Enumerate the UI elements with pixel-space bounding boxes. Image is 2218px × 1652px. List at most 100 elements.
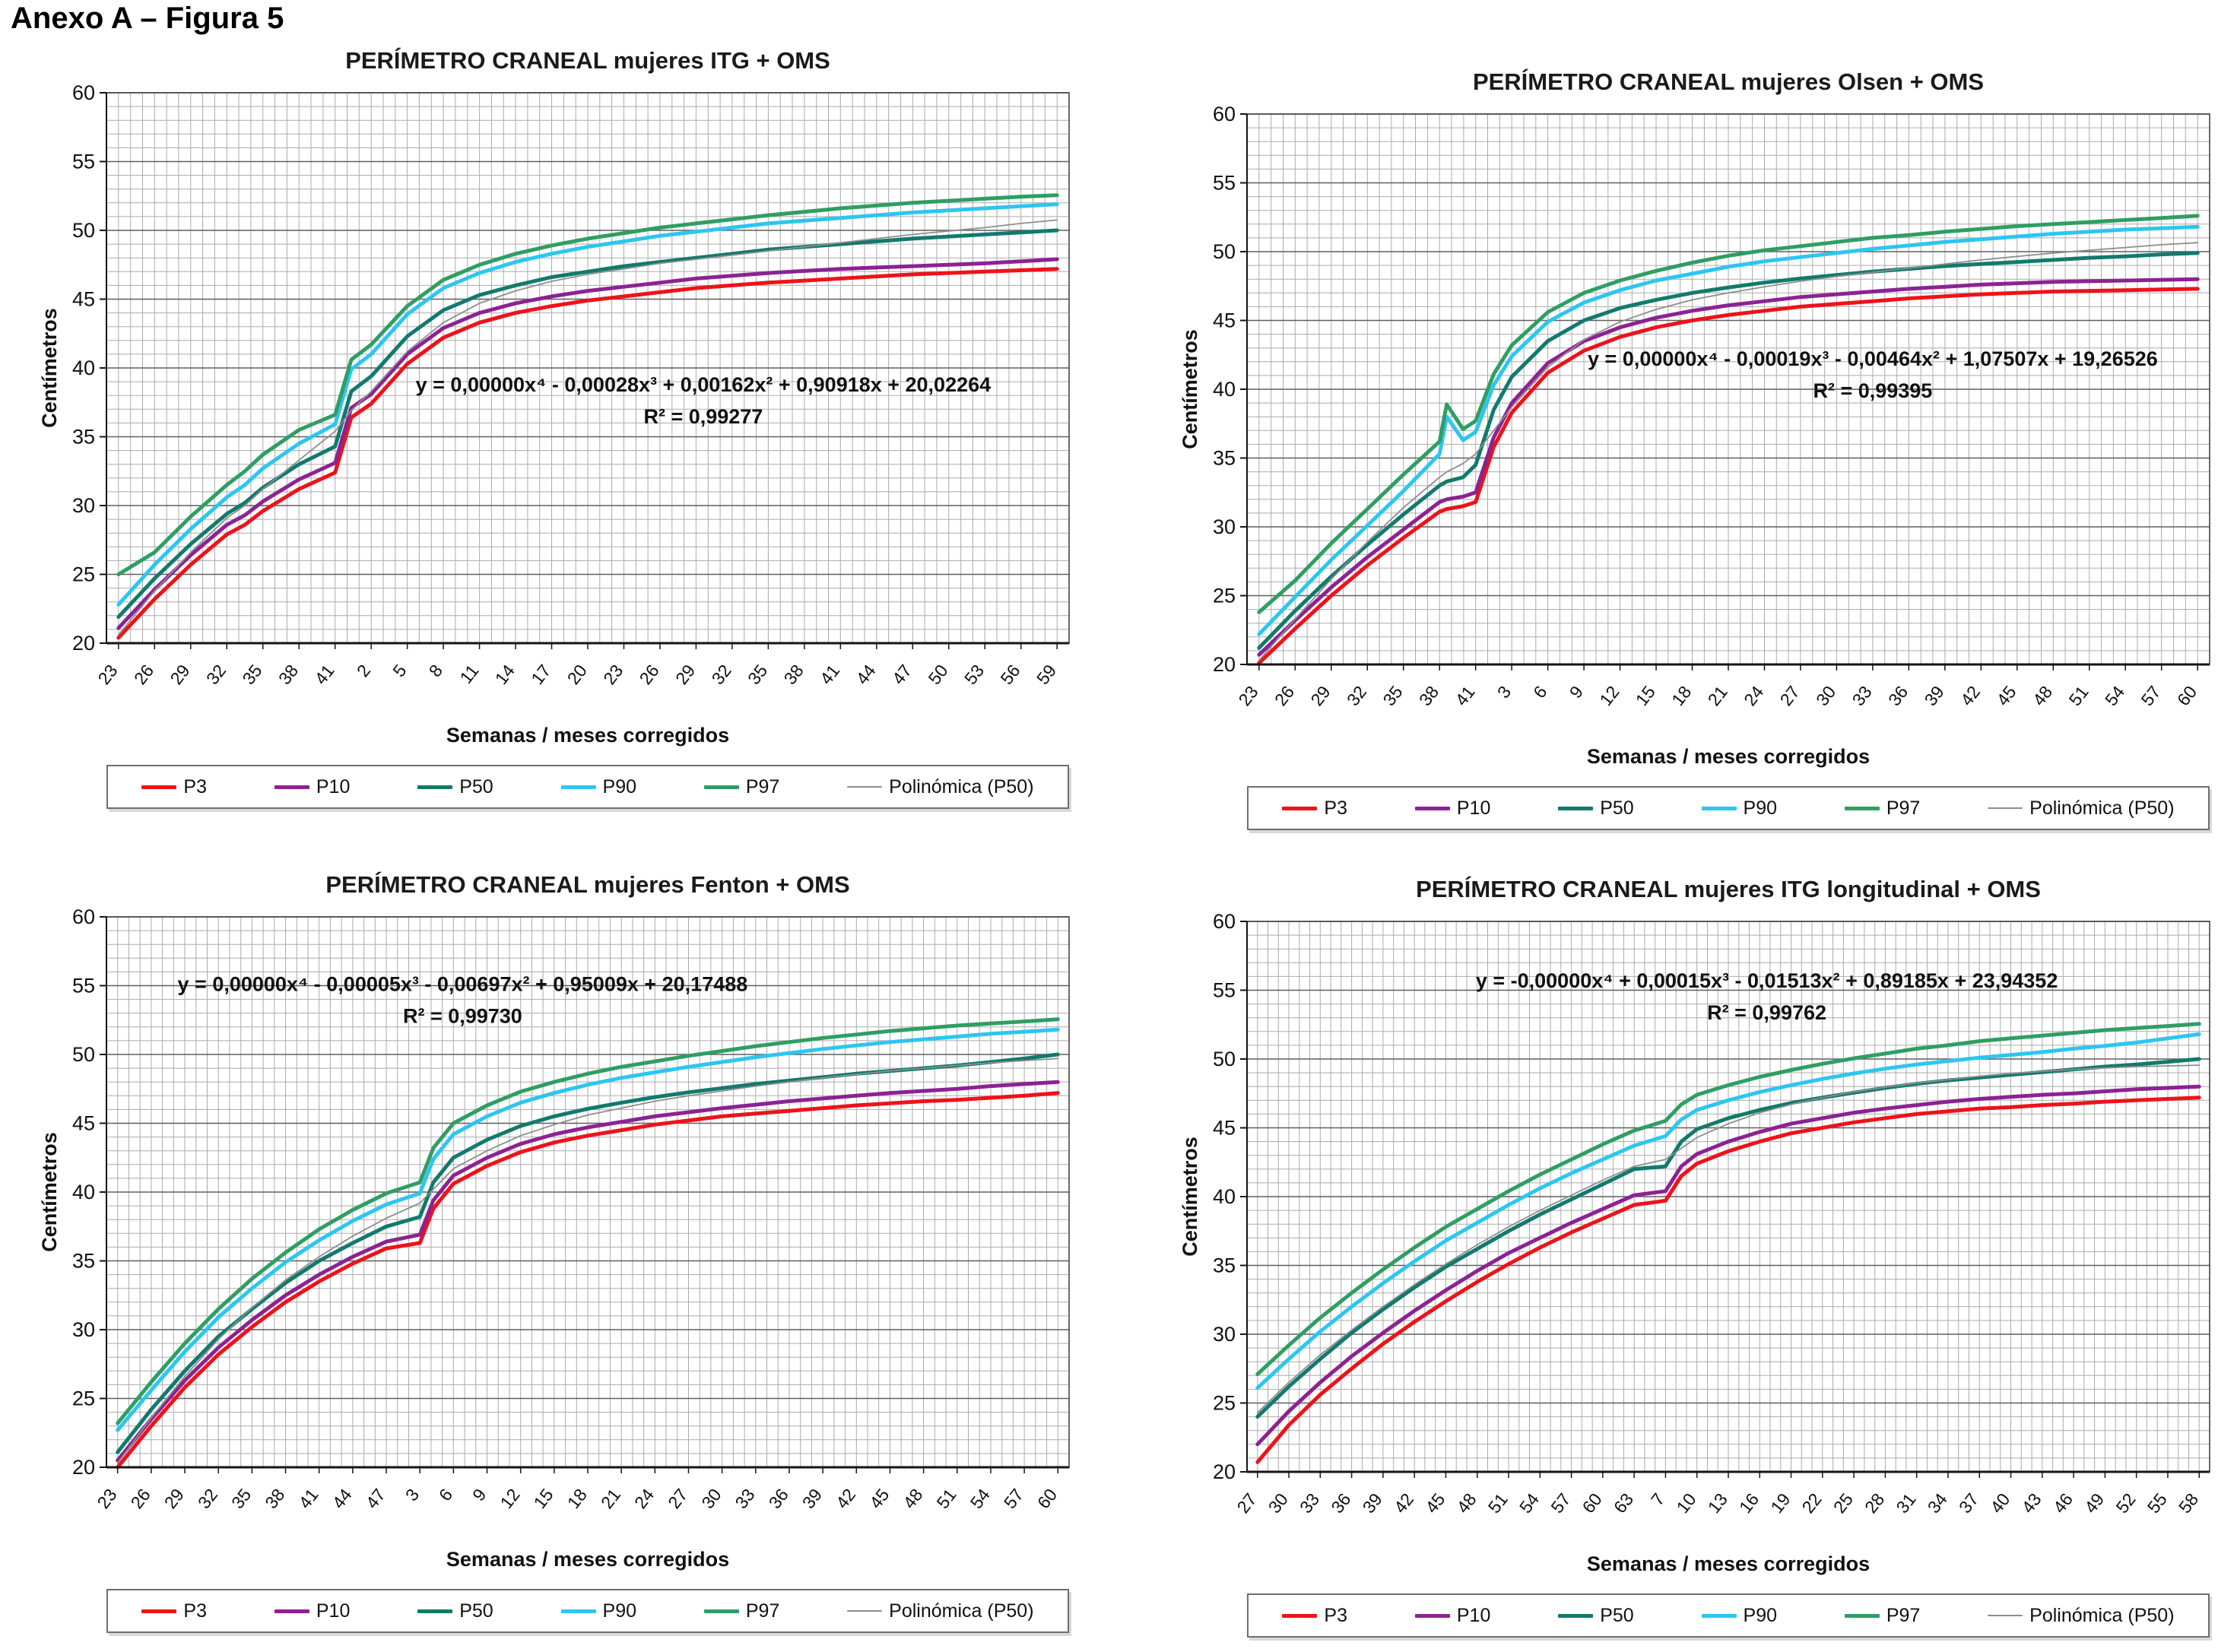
svg-text:48: 48 [899,1485,926,1512]
svg-text:23: 23 [94,661,121,688]
svg-text:36: 36 [765,1485,792,1512]
svg-text:3: 3 [1493,682,1515,702]
r-squared-annotation: R² = 0,99730 [403,1005,522,1028]
svg-text:51: 51 [1484,1489,1512,1517]
svg-text:6: 6 [1529,682,1550,702]
y-tick-labels: 20 25 30 35 40 45 50 55 60 [1213,103,1247,676]
svg-text:28: 28 [1861,1489,1888,1517]
legend-swatch-p10 [1414,1613,1450,1618]
svg-text:45: 45 [72,1112,95,1135]
legend-item-p90: P90 [1701,797,1777,820]
svg-text:50: 50 [72,219,95,242]
page-heading: Anexo A – Figura 5 [11,2,284,35]
x-axis-title: Semanas / meses corregidos [1587,745,1870,768]
svg-text:54: 54 [966,1485,994,1512]
svg-text:32: 32 [202,661,230,688]
series-line-p3 [116,1091,1060,1469]
legend-item-p10: P10 [1414,797,1490,820]
svg-text:50: 50 [1213,240,1236,263]
gridlines [106,92,1070,644]
svg-text:18: 18 [1667,682,1695,709]
svg-text:25: 25 [72,563,95,586]
legend-item-p3: P3 [141,776,207,798]
svg-text:47: 47 [888,661,915,688]
svg-text:41: 41 [1451,682,1478,709]
equation-annotation: y = 0,00000x⁴ - 0,00028x³ + 0,00162x² + … [416,373,992,396]
legend-label-p3: P3 [1324,797,1348,819]
y-axis-title: Centímetros [38,308,61,428]
svg-text:29: 29 [671,661,699,688]
svg-text:40: 40 [72,357,95,379]
y-tick-labels: 20 25 30 35 40 45 50 55 60 [72,82,106,655]
svg-text:35: 35 [238,661,265,688]
y-axis-title: Centímetros [1179,329,1201,449]
svg-text:30: 30 [1213,1323,1236,1346]
svg-text:30: 30 [1812,682,1839,709]
equation-annotation: y = 0,00000x⁴ - 0,00005x³ - 0,00697x² + … [178,973,748,996]
svg-text:23: 23 [93,1485,120,1512]
svg-text:20: 20 [72,1456,95,1479]
svg-text:20: 20 [1213,653,1236,676]
svg-text:21: 21 [597,1485,624,1512]
svg-text:27: 27 [1233,1489,1260,1517]
svg-text:25: 25 [1213,585,1236,607]
legend-item-polin-mica-p50: Polinómica (P50) [847,776,1034,798]
svg-text:15: 15 [1632,682,1659,709]
series-line-p50 [1257,251,2200,650]
svg-text:45: 45 [1992,682,2020,709]
svg-text:26: 26 [130,661,157,688]
svg-text:40: 40 [1213,378,1236,401]
chart-panel-itg-longitudinal: PERÍMETRO CRANEAL mujeres ITG longitudin… [1177,876,2218,1638]
legend-label-polin-mica-p50: Polinómica (P50) [889,1600,1034,1622]
svg-text:34: 34 [1924,1489,1951,1517]
legend-swatch-p97 [1844,1613,1880,1618]
legend-label-p50: P50 [459,775,493,797]
svg-text:54: 54 [1515,1489,1543,1517]
svg-text:60: 60 [2173,682,2201,709]
svg-text:35: 35 [1213,1254,1236,1277]
legend-swatch-p97 [703,1609,739,1613]
chart-title-olsen: PERÍMETRO CRANEAL mujeres Olsen + OMS [1472,68,1985,95]
r-squared-annotation: R² = 0,99277 [643,405,763,428]
legend-item-p97: P97 [703,776,779,798]
svg-text:35: 35 [744,661,771,688]
svg-text:19: 19 [1766,1489,1794,1517]
svg-text:33: 33 [1848,682,1876,709]
svg-text:41: 41 [816,661,843,688]
x-axis-title: Semanas / meses corregidos [446,724,729,747]
svg-text:38: 38 [1415,682,1442,709]
svg-text:50: 50 [924,661,951,688]
legend-item-polin-mica-p50: Polinómica (P50) [1988,1605,2175,1627]
svg-text:20: 20 [72,632,95,655]
svg-text:40: 40 [72,1181,95,1203]
series-line-p90 [1255,1032,2201,1390]
svg-text:55: 55 [72,151,95,173]
equation-annotation: y = 0,00000x⁴ - 0,00019x³ - 0,00464x² + … [1588,347,2158,370]
chart-title-itg-longitudinal: PERÍMETRO CRANEAL mujeres ITG longitudin… [1416,876,2041,902]
series-lines [116,193,1059,640]
svg-text:14: 14 [491,661,519,688]
svg-text:12: 12 [496,1485,523,1512]
legend-swatch-p90 [1701,1613,1737,1618]
legend-item-p90: P90 [560,776,636,798]
svg-text:21: 21 [1704,682,1731,709]
svg-text:35: 35 [227,1485,255,1512]
svg-text:37: 37 [1955,1489,1982,1517]
svg-text:38: 38 [261,1485,288,1512]
chart-title-fenton: PERÍMETRO CRANEAL mujeres Fenton + OMS [325,871,850,898]
svg-text:23: 23 [1234,682,1261,709]
legend-label-p10: P10 [316,775,351,797]
legend-label-p10: P10 [316,1600,351,1622]
x-axis-title: Semanas / meses corregidos [1587,1552,1870,1575]
legend-label-p97: P97 [1886,797,1921,819]
legend-swatch-p50 [417,785,453,789]
svg-text:60: 60 [1213,103,1236,125]
legend-label-p90: P90 [602,1600,636,1622]
svg-text:23: 23 [599,661,627,688]
svg-text:55: 55 [1213,172,1236,195]
svg-text:51: 51 [932,1485,960,1512]
svg-text:38: 38 [780,661,808,688]
r-squared-annotation: R² = 0,99395 [1813,379,1932,402]
legend-swatch-p3 [141,1609,177,1613]
